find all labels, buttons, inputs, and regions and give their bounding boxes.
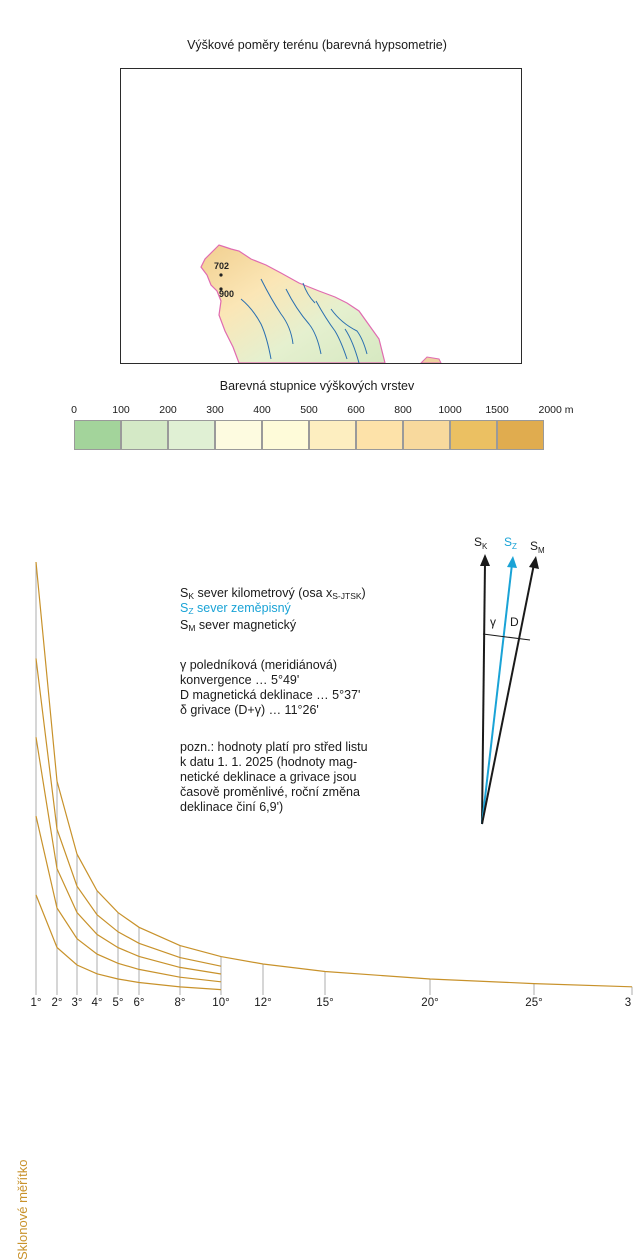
legend-tick-label: 800 xyxy=(394,404,412,416)
slope-tick-label: 4° xyxy=(91,997,103,1009)
slope-curve xyxy=(35,561,633,988)
slope-tick-label: 20° xyxy=(421,997,439,1009)
svg-text:SZ: SZ xyxy=(504,535,517,551)
sk-description: SK sever kilometrový (osa xS-JTSK) xyxy=(180,586,366,601)
sz-description: SZ sever zeměpisný xyxy=(180,601,291,616)
spot-height-900: 900 xyxy=(219,289,234,299)
slope-tick-label: 5° xyxy=(112,997,124,1009)
slope-scale-diagram xyxy=(35,561,633,995)
delta-description: δ grivace (D+γ) … 11°26' xyxy=(180,703,319,717)
legend-tick-label: 0 xyxy=(71,404,77,416)
slope-tick-label: 12° xyxy=(254,997,272,1009)
legend-tick-label: 1000 xyxy=(438,404,462,416)
hypsometry-map[interactable]: 702 900 xyxy=(120,68,522,364)
legend-swatch xyxy=(403,420,450,450)
svg-text:SK: SK xyxy=(474,535,488,551)
legend-tick-label: 200 xyxy=(159,404,177,416)
legend-swatch xyxy=(121,420,168,450)
slope-curve xyxy=(35,815,222,983)
slope-tick-label: 25° xyxy=(525,997,543,1009)
slope-tick-label: 6° xyxy=(133,997,145,1009)
d-label: D xyxy=(510,615,519,629)
slope-tick-label: 2° xyxy=(51,997,63,1009)
legend-swatch xyxy=(450,420,497,450)
slope-tick-label: 10° xyxy=(212,997,230,1009)
legend-swatch xyxy=(262,420,309,450)
slope-tick-label: 3° xyxy=(71,997,83,1009)
note-line-2: k datu 1. 1. 2025 (hodnoty mag- xyxy=(180,755,358,769)
gamma-label: γ xyxy=(490,615,496,629)
legend-color-bar xyxy=(74,420,544,450)
legend-swatch xyxy=(497,420,544,450)
legend-tick-label: 400 xyxy=(253,404,271,416)
terrain-map-svg: 702 900 xyxy=(200,244,442,363)
gamma-description-1: γ poledníková (meridiánová) xyxy=(180,658,338,672)
note-line-5: deklinace činí 6,9') xyxy=(180,800,284,814)
legend-tick-label: 600 xyxy=(347,404,365,416)
slope-scale-label: Sklonové měřítko xyxy=(15,1159,30,1260)
note-line-1: pozn.: hodnoty platí pro střed listu xyxy=(180,740,368,754)
legend-tick-label: 2000 m xyxy=(538,404,574,416)
sz-arrow-label: S xyxy=(504,535,512,549)
declination-diagram: SK SZ SM γ D xyxy=(474,535,545,825)
gamma-description-2: konvergence … 5°49' xyxy=(180,673,300,687)
legend-swatch xyxy=(215,420,262,450)
legend-swatch xyxy=(168,420,215,450)
legend-tick-label: 1500 xyxy=(485,404,509,416)
slope-tick-label: 8° xyxy=(174,997,186,1009)
slope-tick-label: 15° xyxy=(316,997,334,1009)
legend-title: Barevná stupnice výškových vrstev xyxy=(219,379,415,393)
slope-curve xyxy=(35,737,222,975)
legend-swatch xyxy=(74,420,121,450)
slope-tick-label: 1° xyxy=(30,997,42,1009)
legend-tick-label: 100 xyxy=(112,404,130,416)
sm-arrow-label: S xyxy=(530,539,538,553)
legend-tick-label: 500 xyxy=(300,404,318,416)
spot-height-702: 702 xyxy=(214,261,229,271)
map-title: Výškové poměry terénu (barevná hypsometr… xyxy=(187,38,447,52)
terrain-area xyxy=(200,244,386,363)
slope-tick-label: 3 xyxy=(624,997,632,1009)
legend-tick-label: 300 xyxy=(206,404,224,416)
note-line-4: časově proměnlivé, roční změna xyxy=(180,785,360,799)
d-description: D magnetická deklinace … 5°37' xyxy=(180,688,361,702)
sk-arrow-label: S xyxy=(474,535,482,549)
legend-swatch xyxy=(356,420,403,450)
legend-swatch xyxy=(309,420,356,450)
sm-description: SM sever magnetický xyxy=(180,618,297,633)
svg-text:SM: SM xyxy=(530,539,545,555)
note-line-3: netické deklinace a grivace jsou xyxy=(180,770,357,784)
slope-curve xyxy=(35,658,222,967)
slope-curve xyxy=(35,894,222,991)
